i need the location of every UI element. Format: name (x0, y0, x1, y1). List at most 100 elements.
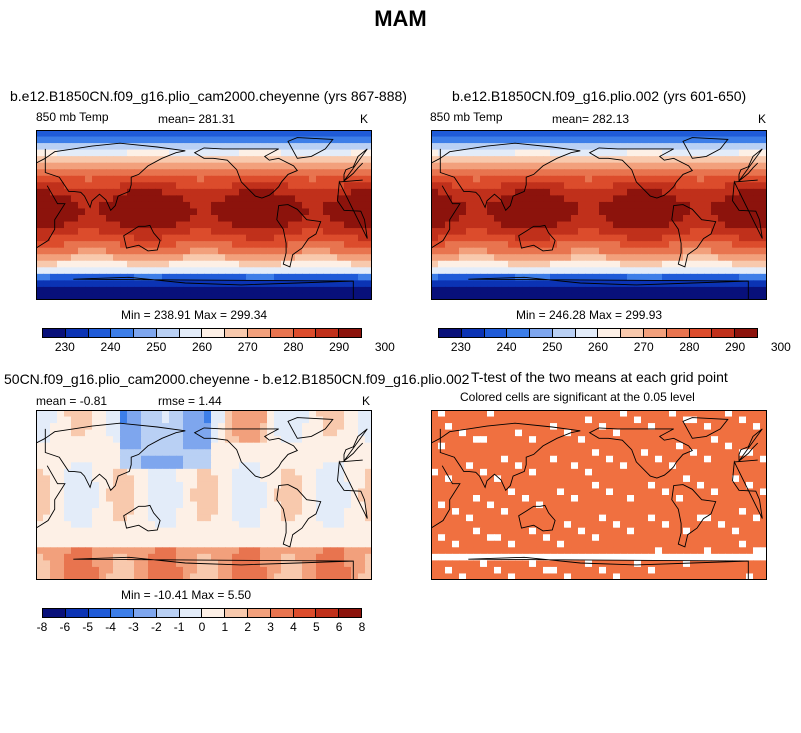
grid-cell (176, 175, 184, 183)
grid-cell (613, 130, 621, 138)
grid-cell (344, 455, 352, 463)
grid-cell (718, 416, 726, 424)
grid-cell (683, 195, 691, 203)
colorbar-cells (42, 328, 362, 338)
grid-cell (431, 286, 439, 295)
grid-cell (267, 162, 275, 170)
grid-cell (190, 449, 198, 457)
grid-cell (113, 527, 121, 535)
grid-cell (473, 423, 481, 431)
grid-cell (634, 260, 642, 268)
grid-cell (330, 247, 338, 255)
grid-cell (246, 143, 254, 151)
grid-cell (211, 215, 219, 223)
grid-cell (431, 534, 439, 542)
grid-cell (494, 449, 502, 457)
grid-cell (739, 416, 747, 424)
grid-cell (571, 241, 579, 249)
grid-cell (36, 241, 44, 249)
grid-cell (316, 553, 324, 561)
grid-cell (536, 201, 544, 210)
grid-cell (134, 534, 142, 542)
grid-cell (473, 241, 481, 249)
grid-cell (92, 508, 100, 516)
grid-cell (690, 423, 698, 431)
grid-cell (190, 481, 198, 490)
grid-cell (148, 241, 156, 249)
grid-cell (494, 410, 502, 418)
grid-cell (522, 260, 530, 268)
grid-cell (239, 260, 247, 268)
grid-cell (253, 429, 261, 437)
grid-cell (141, 429, 149, 437)
grid-cell (43, 260, 51, 268)
grid-cell (732, 136, 740, 144)
grid-cell (155, 410, 163, 418)
grid-cell (655, 130, 663, 138)
colorbar-cell (248, 609, 271, 617)
grid-cell (176, 521, 184, 529)
grid-cell (522, 221, 530, 229)
grid-cell (260, 175, 268, 183)
grid-cell (246, 130, 254, 138)
grid-cell (676, 423, 684, 431)
grid-cell (344, 228, 352, 236)
grid-cell (50, 560, 58, 568)
grid-cell (211, 521, 219, 529)
grid-cell (148, 293, 156, 300)
grid-cell (169, 260, 177, 268)
colorbar-cell (598, 329, 622, 337)
grid-cell (487, 136, 495, 144)
grid-cell (323, 508, 331, 516)
grid-cell (43, 149, 51, 157)
grid-cell (232, 280, 240, 288)
grid-cell (543, 436, 551, 444)
grid-cell (515, 195, 523, 203)
grid-cell (330, 221, 338, 229)
grid-cell (613, 254, 621, 262)
grid-cell (267, 221, 275, 229)
grid-cell (169, 527, 177, 535)
grid-cell (50, 175, 58, 183)
grid-cell (134, 501, 142, 509)
grid-cell (190, 436, 198, 444)
grid-cell (365, 228, 372, 236)
grid-cell (466, 410, 474, 418)
grid-cell (627, 449, 635, 457)
grid-cell (218, 481, 226, 490)
grid-cell (239, 175, 247, 183)
grid-cell (466, 201, 474, 210)
grid-cell (162, 273, 170, 281)
grid-cell (71, 455, 79, 463)
grid-cell (683, 208, 691, 216)
grid-cell (43, 182, 51, 190)
grid-cell (606, 130, 614, 138)
grid-cell (197, 273, 205, 281)
grid-cell (309, 416, 317, 424)
grid-cell (592, 188, 600, 196)
grid-cell (344, 495, 352, 503)
grid-cell (725, 241, 733, 249)
grid-cell (466, 273, 474, 281)
grid-cell (295, 429, 303, 437)
grid-cell (690, 215, 698, 223)
grid-cell (176, 436, 184, 444)
grid-cell (718, 540, 726, 548)
grid-cell (316, 195, 324, 203)
grid-cell (36, 228, 44, 236)
grid-cell (239, 280, 247, 288)
grid-cell (127, 410, 135, 418)
grid-cell (669, 156, 677, 164)
grid-cell (557, 175, 565, 183)
grid-cell (64, 553, 72, 561)
grid-cell (225, 514, 233, 522)
grid-cell (169, 475, 177, 483)
grid-cell (281, 423, 289, 431)
grid-cell (204, 573, 212, 580)
grid-cell (288, 442, 296, 450)
grid-cell (50, 162, 58, 170)
grid-cell (204, 534, 212, 542)
grid-cell (753, 215, 761, 223)
grid-cell (71, 410, 79, 418)
grid-cell (690, 143, 698, 151)
